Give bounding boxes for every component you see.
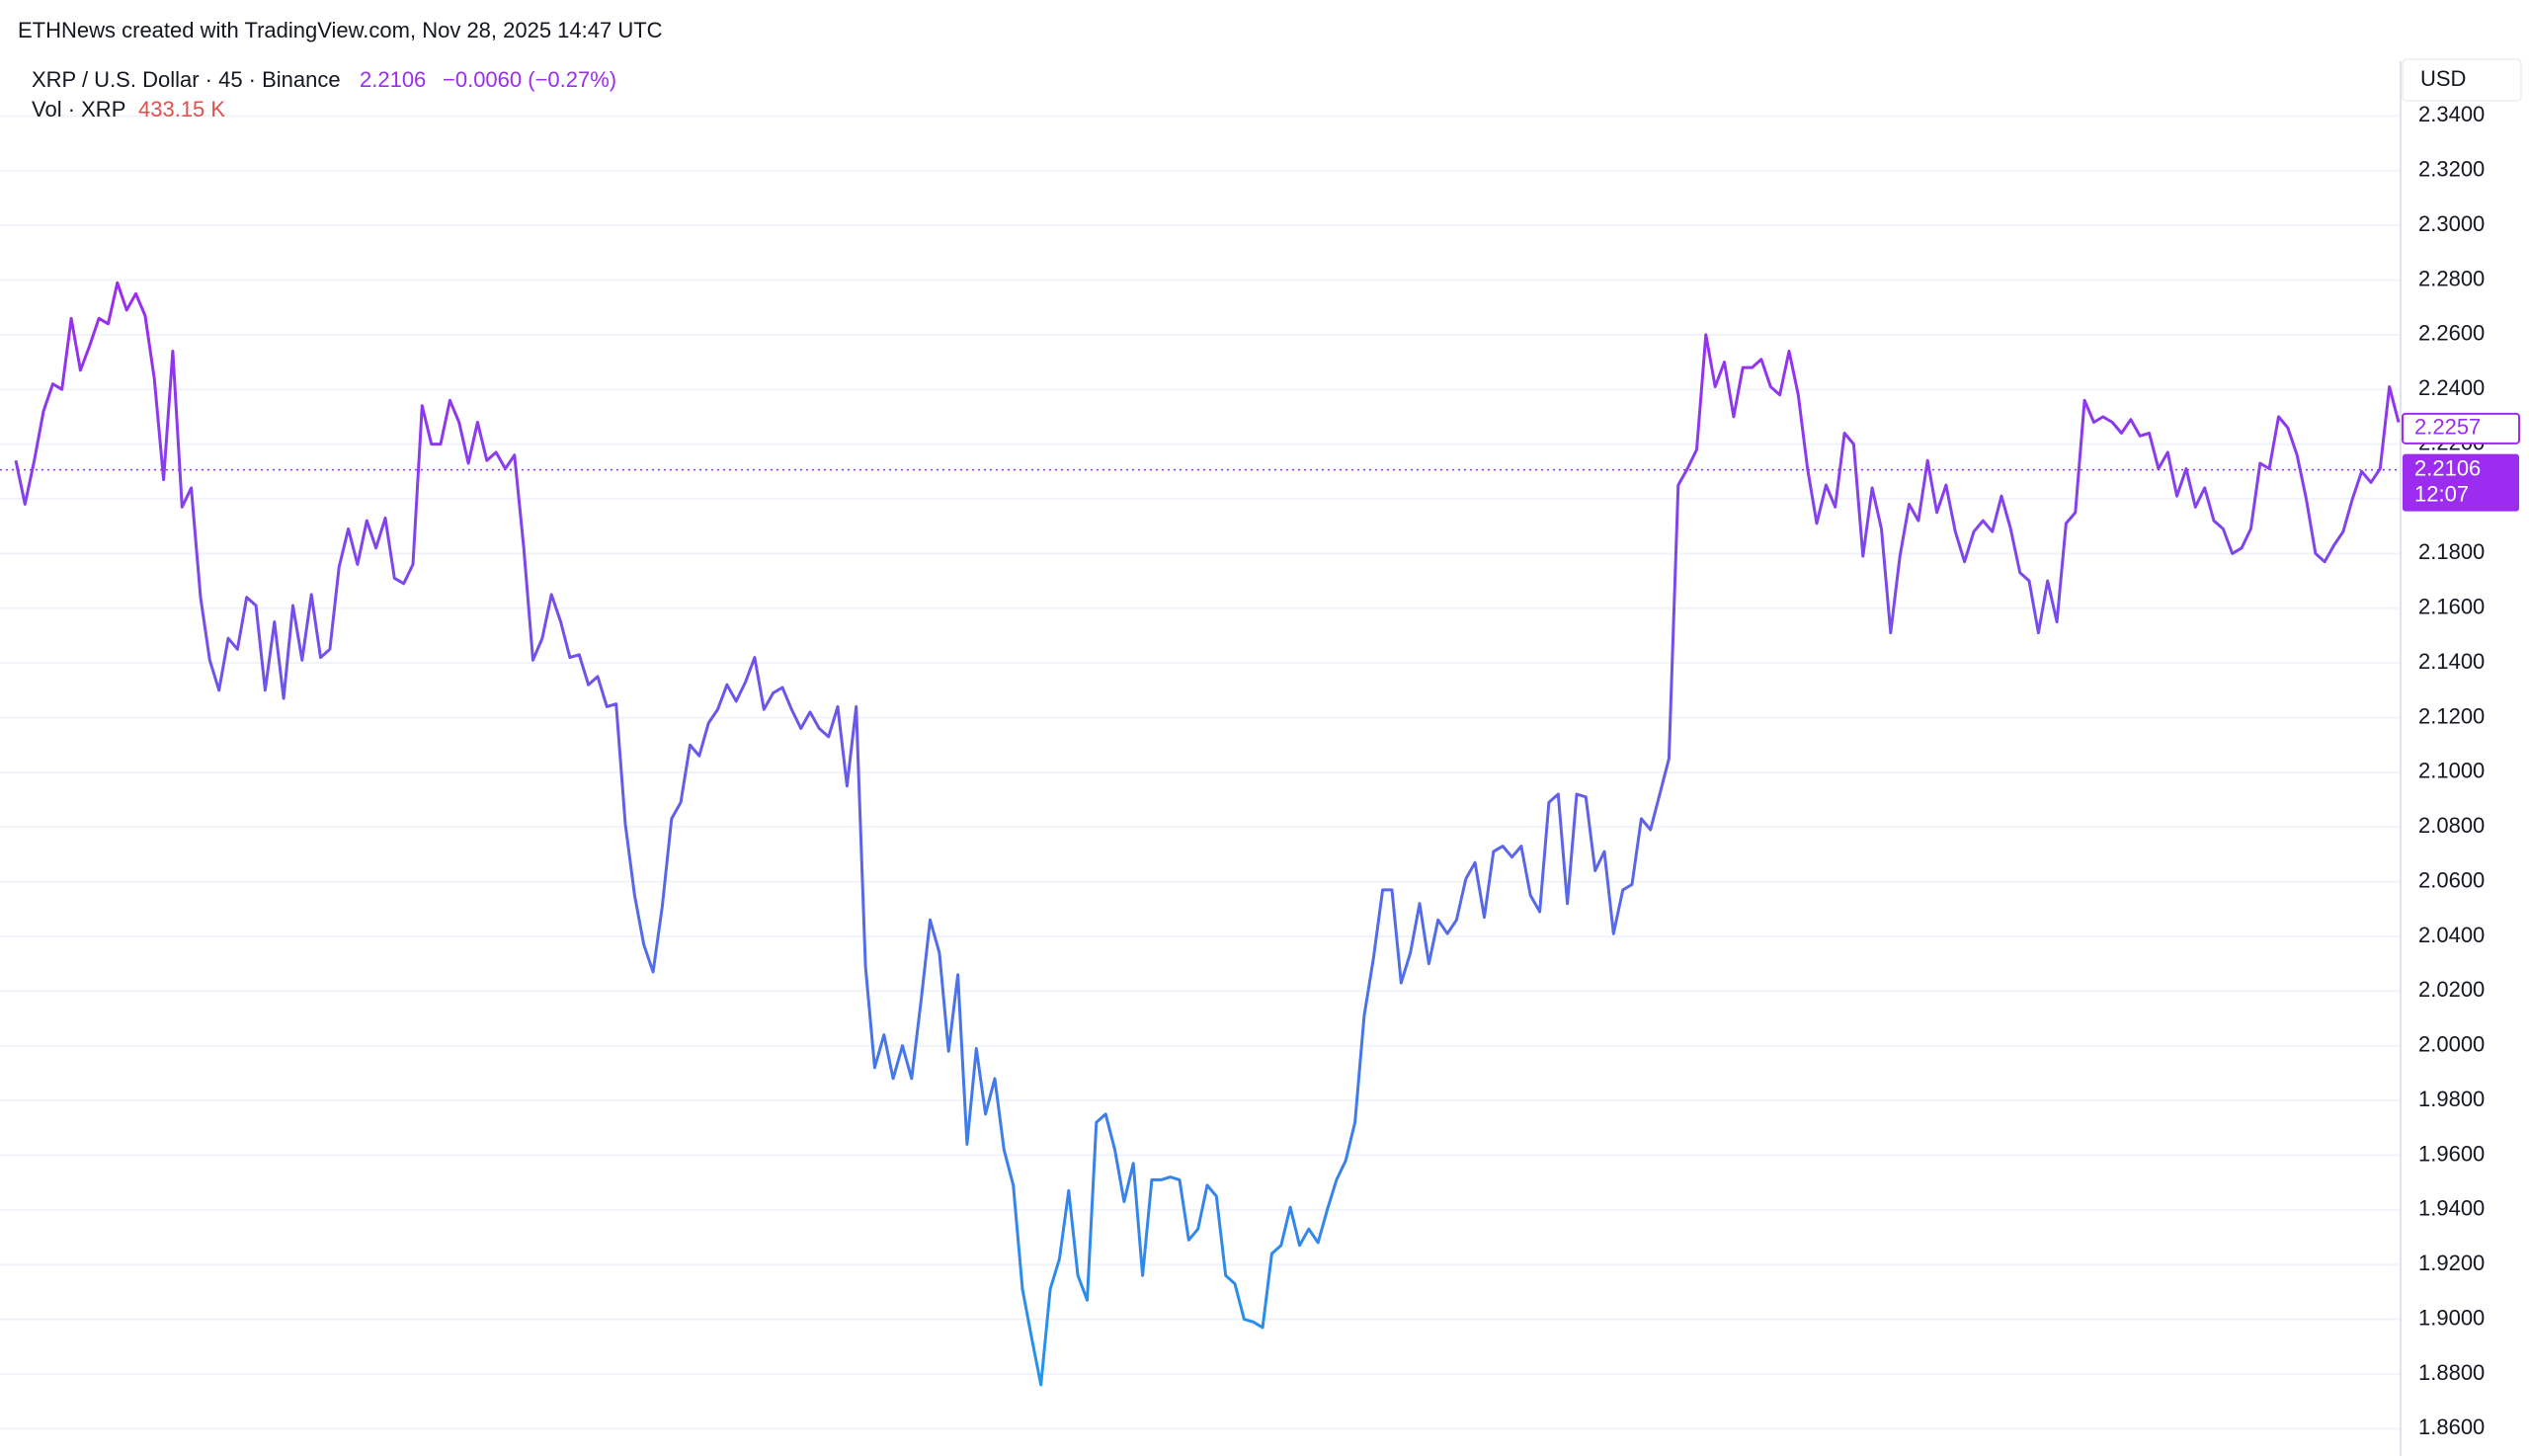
y-tick-label: 2.0200: [2418, 977, 2485, 1002]
y-tick-label: 2.0400: [2418, 923, 2485, 947]
y-tick-label: 1.9800: [2418, 1087, 2485, 1111]
last-price: 2.2106: [360, 67, 426, 92]
y-tick-label: 2.0800: [2418, 813, 2485, 838]
y-tick-label: 2.3200: [2418, 157, 2485, 182]
y-tick-label: 2.3000: [2418, 211, 2485, 236]
y-tick-label: 1.9200: [2418, 1251, 2485, 1275]
y-tick-label: 2.1600: [2418, 595, 2485, 619]
volume-title: Vol · XRP: [32, 97, 125, 121]
y-tick-label: 2.0000: [2418, 1032, 2485, 1057]
currency-box: [2402, 58, 2522, 102]
y-tick-label: 2.2400: [2418, 375, 2485, 400]
price-line: [14, 281, 2401, 1387]
y-tick-label: 1.8600: [2418, 1415, 2485, 1439]
currency: USD: [2420, 66, 2466, 91]
last-price-label: 2.2106: [2414, 455, 2481, 480]
y-tick-label: 1.9400: [2418, 1196, 2485, 1221]
y-tick-label: 1.9600: [2418, 1141, 2485, 1166]
y-tick-label: 2.1000: [2418, 759, 2485, 783]
y-tick-label: 2.2800: [2418, 266, 2485, 290]
last-price-box: [2403, 453, 2519, 512]
y-tick-label: 2.1800: [2418, 539, 2485, 564]
y-tick-label: 2.3400: [2418, 102, 2485, 126]
caption: ETHNews created with TradingView.com, No…: [18, 18, 663, 42]
y-tick-label: 2.1400: [2418, 649, 2485, 674]
y-tick-label: 1.8800: [2418, 1360, 2485, 1385]
y-tick-label: 2.2600: [2418, 321, 2485, 346]
price-marker-box: [2402, 412, 2520, 445]
y-tick-label: 2.1200: [2418, 703, 2485, 728]
y-tick-label: 2.0600: [2418, 867, 2485, 892]
price-change: −0.0060 (−0.27%): [443, 67, 616, 92]
countdown: 12:07: [2414, 481, 2469, 506]
volume-value: 433.15 K: [138, 97, 225, 121]
chart-title: XRP / U.S. Dollar · 45 · Binance: [32, 67, 341, 92]
y-tick-label: 1.9000: [2418, 1305, 2485, 1330]
price-marker-label: 2.2257: [2414, 415, 2481, 440]
